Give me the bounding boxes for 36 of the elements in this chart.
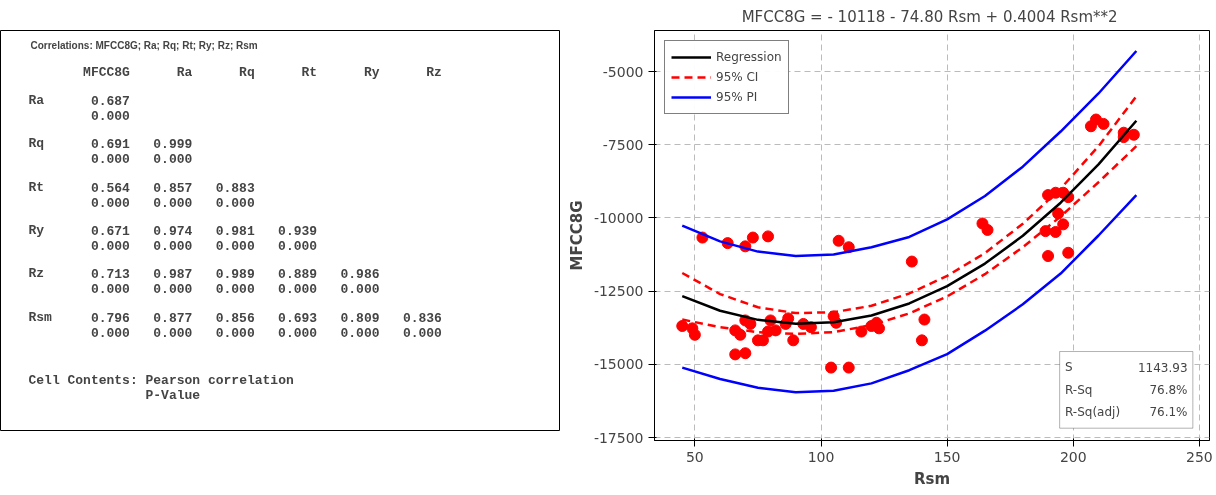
text: Cell Contents: Pearson correlation [28, 373, 294, 388]
x-tick-label: 50 [685, 448, 704, 465]
y-tick-label: -7500 [602, 136, 644, 153]
y-axis-title: MFCC8G [567, 200, 586, 271]
text: 0.000 0.000 0.000 [90, 195, 255, 211]
text: Rsm 0.796 0.877 0.856 0.693 0.809 0.836 [28, 309, 442, 326]
x-tick-label: 250 [1186, 448, 1213, 465]
text: Ra 0.687 [28, 93, 130, 109]
text: Rz 0.713 0.987 0.989 0.889 0.986 [28, 266, 380, 283]
x-tick-label: 200 [1059, 448, 1087, 465]
text: 0.000 0.000 0.000 0.000 0.000 [90, 282, 380, 298]
text: R-Sq(adj) 76.1% [1064, 405, 1188, 420]
y-tick-label: -15000 [593, 356, 644, 373]
chart-title: MFCC8G = - 10118 - 74.80 Rsm + 0.4004 Rsm**2 [741, 7, 1118, 26]
text: R-Sq 76.8% [1064, 382, 1188, 397]
text: 0.000 [90, 109, 131, 124]
text: Correlations: MFCC8G; Ra; Rq; Rt; Ry; Rz; Rsm [30, 40, 258, 51]
y-tick-label: -12500 [593, 283, 644, 300]
legend-label: Regression [716, 50, 782, 64]
text: Rt 0.564 0.857 0.883 [28, 179, 255, 196]
legend-label: 95% CI [716, 70, 759, 84]
y-tick-label: -17500 [593, 429, 644, 446]
text: MFCC8G Ra Rq Rt Ry Rz [83, 64, 442, 80]
y-tick-label: -10000 [593, 209, 644, 226]
text: S 1143.93 [1064, 360, 1188, 375]
text: Ry 0.671 0.974 0.981 0.939 [28, 223, 318, 239]
x-tick-label: 150 [933, 448, 961, 465]
legend-label: 95% PI [716, 90, 758, 104]
y-tick-label: -5000 [602, 63, 644, 80]
text: 0.000 0.000 0.000 0.000 0.000 0.000 [90, 325, 442, 341]
x-axis-title: Rsm [913, 469, 951, 488]
text: 0.000 0.000 0.000 0.000 [90, 239, 318, 254]
x-tick-label: 100 [807, 448, 835, 465]
text: 0.000 0.000 [90, 152, 193, 168]
text: P-Value [145, 388, 201, 403]
text: Rq 0.691 0.999 [28, 136, 193, 153]
